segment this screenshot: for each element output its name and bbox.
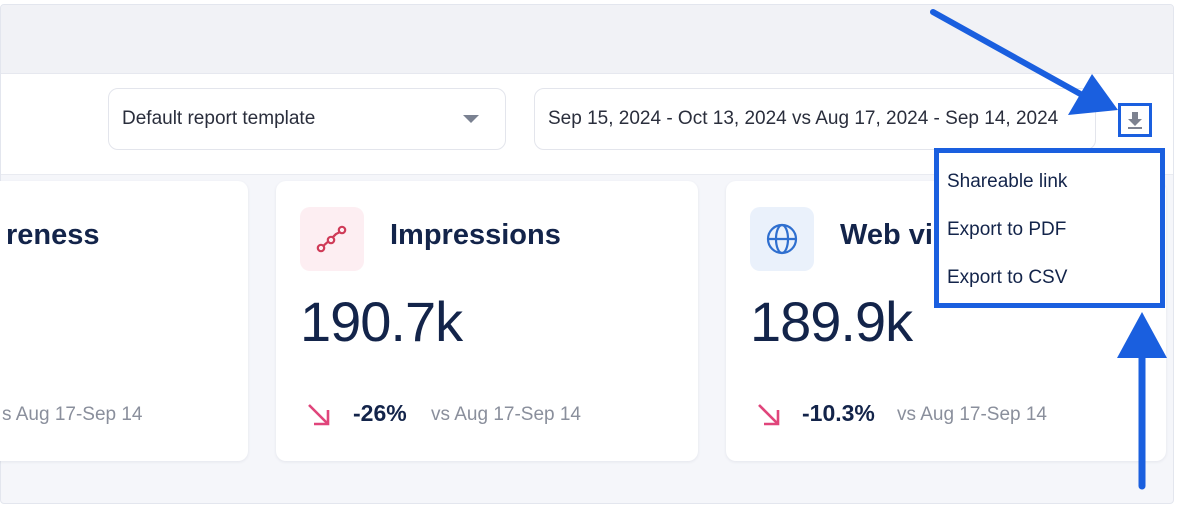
- date-range-picker[interactable]: Sep 15, 2024 - Oct 13, 2024 vs Aug 17, 2…: [534, 88, 1096, 150]
- menu-item-export-csv[interactable]: Export to CSV: [947, 267, 1068, 288]
- download-button[interactable]: [1118, 103, 1152, 137]
- chevron-down-icon: [463, 115, 479, 123]
- menu-item-shareable-link[interactable]: Shareable link: [947, 171, 1068, 192]
- metric-card-awareness: reness s Aug 17-Sep 14: [0, 181, 248, 461]
- card-value: 189.9k: [750, 290, 913, 353]
- card-comparison-period: vs Aug 17-Sep 14: [897, 404, 1047, 425]
- report-template-label: Default report template: [122, 108, 316, 129]
- metric-card-impressions: Impressions 190.7k -26% vs Aug 17-Sep 14: [276, 181, 698, 461]
- card-value: 190.7k: [300, 290, 463, 353]
- trend-down-arrow-icon: [308, 404, 330, 426]
- date-range-label: Sep 15, 2024 - Oct 13, 2024 vs Aug 17, 2…: [548, 108, 1059, 129]
- card-comparison-period: s Aug 17-Sep 14: [2, 404, 143, 425]
- card-change-percent: -10.3%: [802, 400, 875, 426]
- download-icon: [1128, 112, 1142, 129]
- card-comparison-period: vs Aug 17-Sep 14: [431, 404, 581, 425]
- menu-item-export-pdf[interactable]: Export to PDF: [947, 219, 1067, 240]
- card-title: Web vi: [840, 219, 933, 251]
- trend-down-arrow-icon: [758, 404, 780, 426]
- share-nodes-icon: [300, 207, 364, 271]
- top-header-bar: [1, 5, 1173, 74]
- card-title: reness: [6, 219, 100, 251]
- report-template-select[interactable]: Default report template: [108, 88, 506, 150]
- globe-icon: [750, 207, 814, 271]
- card-change-percent: -26%: [353, 400, 407, 426]
- export-dropdown-menu: Shareable link Export to PDF Export to C…: [934, 148, 1165, 308]
- card-title: Impressions: [390, 219, 561, 251]
